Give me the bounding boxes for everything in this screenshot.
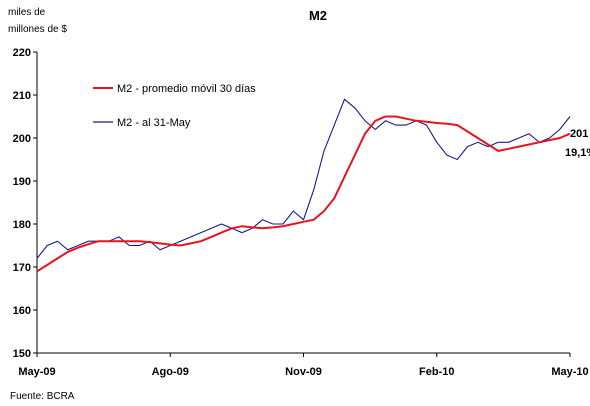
y-tick-label: 150 (13, 348, 31, 360)
source-note: Fuente: BCRA (10, 391, 75, 402)
series-line (36, 98, 571, 259)
y-tick-label: 210 (13, 90, 31, 102)
annotation: 19,1% (565, 147, 590, 159)
x-tick-label: May-10 (551, 366, 588, 378)
legend-label: M2 - al 31-May (117, 117, 191, 129)
legend-label: M2 - promedio móvil 30 días (117, 83, 256, 95)
y-tick-label: 220 (13, 47, 31, 59)
annotation: 201 (570, 128, 588, 140)
y-tick-label: 170 (13, 262, 31, 274)
x-tick-label: Ago-09 (152, 366, 189, 378)
x-tick-label: Feb-10 (419, 366, 454, 378)
y-axis-label: miles de (8, 7, 46, 18)
x-tick-label: Nov-09 (285, 366, 322, 378)
chart-title: M2 (309, 8, 327, 23)
y-tick-label: 180 (13, 219, 31, 231)
series-line (36, 115, 571, 273)
x-tick-label: May-09 (18, 366, 55, 378)
y-axis-label: millones de $ (8, 24, 67, 35)
y-tick-label: 200 (13, 133, 31, 145)
y-tick-label: 190 (13, 176, 31, 188)
y-tick-label: 160 (13, 305, 31, 317)
